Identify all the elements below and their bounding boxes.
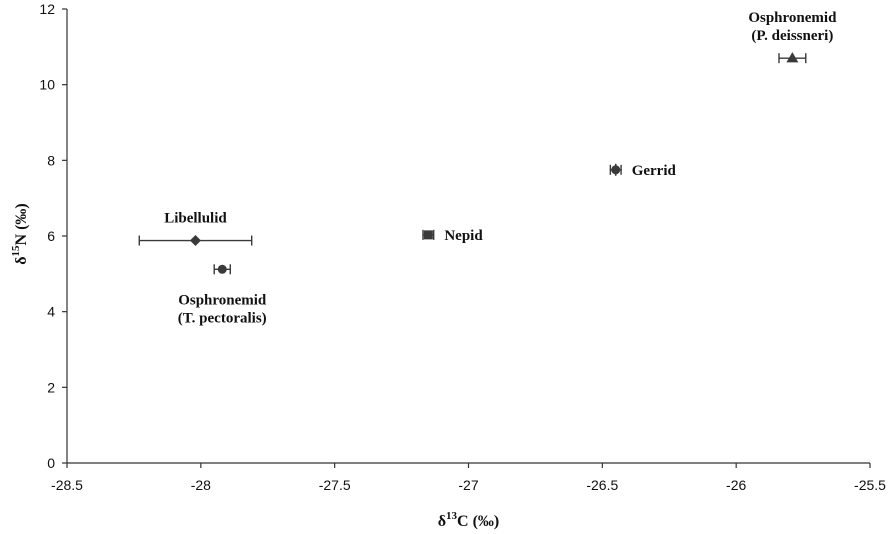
point-label-line: Nepid xyxy=(444,228,483,244)
data-point xyxy=(778,52,807,64)
point-label-line: Gerrid xyxy=(632,163,677,179)
point-label-line: (T. pectoralis) xyxy=(178,310,267,326)
data-point xyxy=(422,229,435,240)
point-labels: Libellulid Osphronemid (T. pectoralis) Nepi… xyxy=(164,10,837,326)
marker-diamond xyxy=(189,235,201,247)
x-axis-title-prefix: δ xyxy=(438,513,446,530)
x-tick-label: -26 xyxy=(726,477,746,493)
y-tick-label: 10 xyxy=(39,77,55,93)
point-label: Osphronemid (P. deissneri) xyxy=(748,10,837,44)
x-tick-label: -27 xyxy=(458,477,478,493)
y-tick-label: 8 xyxy=(47,152,55,168)
point-label: Gerrid xyxy=(632,163,677,179)
x-ticks: -28.5 -28 -27.5 -27 -26.5 -26 -25.5 xyxy=(51,463,886,493)
x-axis-title-sup: 13 xyxy=(446,510,458,522)
y-tick-label: 4 xyxy=(47,304,55,320)
data-points xyxy=(138,52,807,275)
x-axis-title: δ13C (‰) xyxy=(438,510,500,530)
y-axis-title-prefix: δ xyxy=(13,256,30,264)
data-point xyxy=(138,235,253,247)
y-tick-label: 0 xyxy=(47,455,55,471)
x-tick-label: -27.5 xyxy=(319,477,351,493)
y-tick-label: 12 xyxy=(39,1,55,17)
marker-circle xyxy=(217,264,227,274)
y-tick-label: 2 xyxy=(47,379,55,395)
x-axis-title-suffix: C (‰) xyxy=(457,513,499,530)
data-point xyxy=(609,163,622,176)
point-label-line: Libellulid xyxy=(164,211,227,227)
y-axis-title-suffix: N (‰) xyxy=(13,203,30,245)
point-label: Nepid xyxy=(444,228,483,244)
point-label-line: Osphronemid xyxy=(178,292,267,308)
y-ticks: 0 2 4 6 8 10 12 xyxy=(39,1,67,471)
data-point xyxy=(213,264,231,275)
y-tick-label: 6 xyxy=(47,228,55,244)
x-tick-label: -28.5 xyxy=(51,477,83,493)
point-label: Libellulid xyxy=(164,211,227,227)
y-axis-title: δ15N (‰) xyxy=(10,203,30,265)
x-tick-label: -25.5 xyxy=(854,477,886,493)
point-label-line: Osphronemid xyxy=(748,10,837,26)
point-label: Osphronemid (T. pectoralis) xyxy=(178,292,267,326)
x-tick-label: -26.5 xyxy=(586,477,618,493)
marker-triangle xyxy=(786,52,799,63)
marker-square xyxy=(423,230,433,240)
point-label-line: (P. deissneri) xyxy=(751,28,833,44)
x-tick-label: -28 xyxy=(191,477,211,493)
y-axis-title-sup: 15 xyxy=(10,245,22,257)
